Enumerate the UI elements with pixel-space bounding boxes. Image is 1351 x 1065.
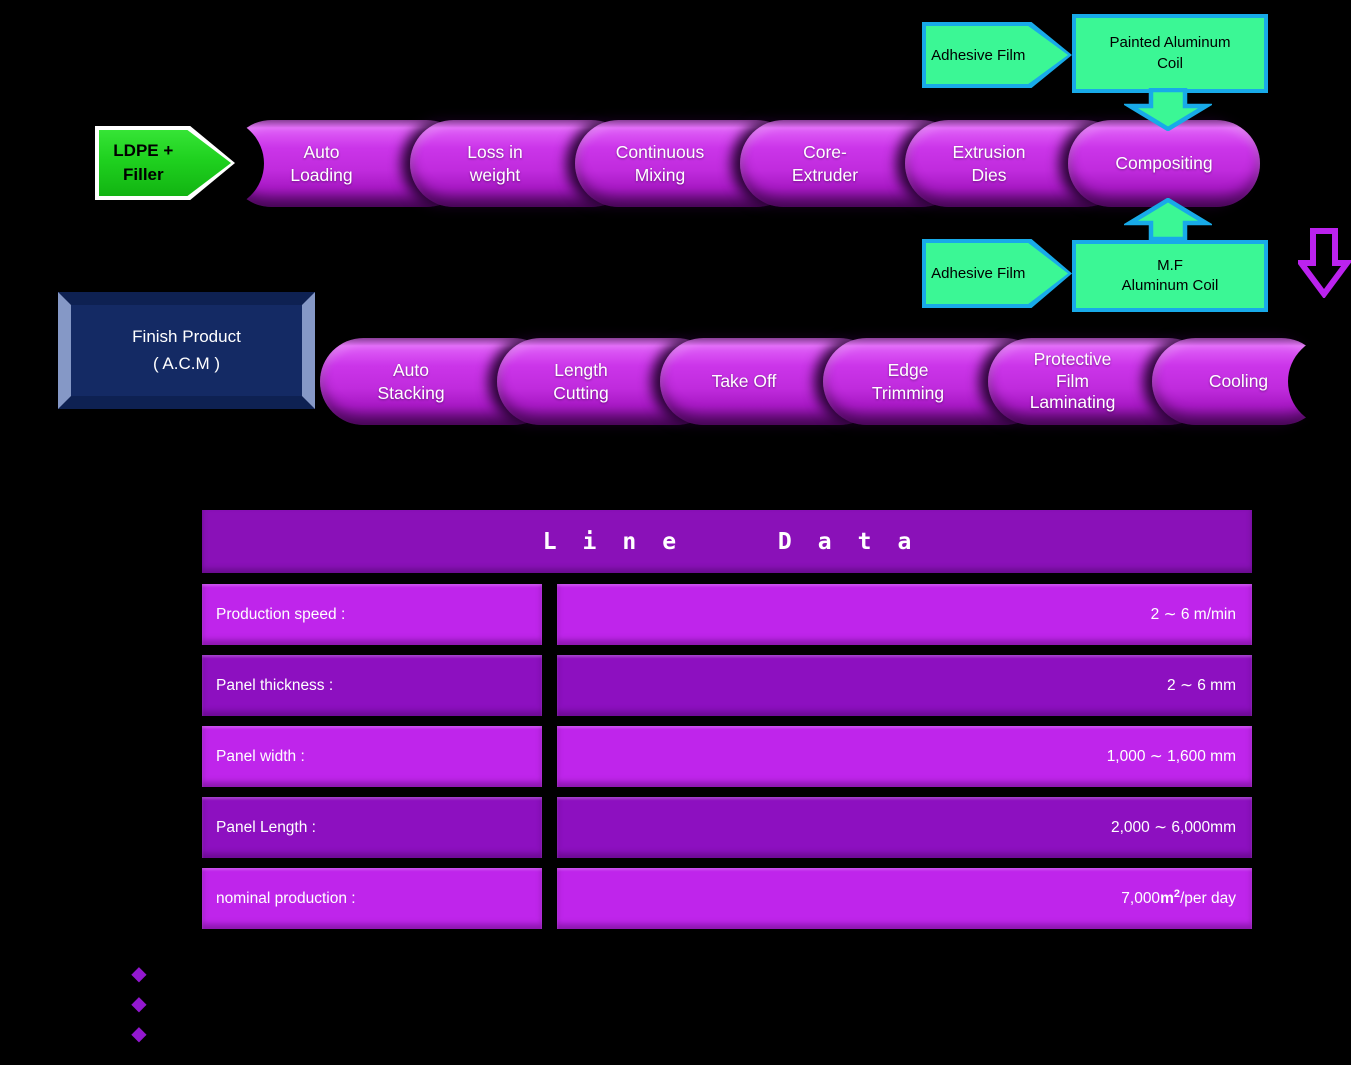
table-title: Line Data	[202, 510, 1252, 573]
table-value-panel-width: 1,000 ∼ 1,600 mm	[557, 726, 1252, 787]
flow-step-compositing: Compositing	[1068, 120, 1260, 207]
table-value-production-speed: 2 ∼ 6 m/min	[557, 584, 1252, 645]
adhesive-film-callout-bottom: Adhesive Film	[922, 239, 1072, 308]
table-label-panel-thickness: Panel thickness :	[202, 655, 542, 716]
table-label-panel-length: Panel Length :	[202, 797, 542, 858]
table-value-panel-thickness: 2 ∼ 6 mm	[557, 655, 1252, 716]
table-value-nominal-production: 7,000 m2/per day	[557, 868, 1252, 929]
diamond-bullet-icon: ◆	[131, 963, 147, 985]
painted-aluminum-coil-callout: Painted Aluminum Coil	[1072, 14, 1268, 93]
adhesive-film-label-bottom: Adhesive Film	[926, 243, 1068, 304]
adhesive-film-callout-top: Adhesive Film	[922, 22, 1072, 88]
diamond-bullet-icon: ◆	[131, 1023, 147, 1045]
flow-continue-arrow-icon	[1298, 228, 1351, 298]
down-arrow-icon	[1124, 88, 1212, 131]
table-label-panel-width: Panel width :	[202, 726, 542, 787]
table-label-nominal-production: nominal production :	[202, 868, 542, 929]
table-value-panel-length: 2,000 ∼ 6,000mm	[557, 797, 1252, 858]
table-label-production-speed: Production speed :	[202, 584, 542, 645]
up-arrow-icon	[1124, 198, 1212, 241]
diamond-bullet-icon: ◆	[131, 993, 147, 1015]
finish-product-box: Finish Product ( A.C.M )	[58, 292, 315, 409]
adhesive-film-label-top: Adhesive Film	[926, 26, 1068, 84]
mf-aluminum-coil-callout: M.F Aluminum Coil	[1072, 240, 1268, 312]
